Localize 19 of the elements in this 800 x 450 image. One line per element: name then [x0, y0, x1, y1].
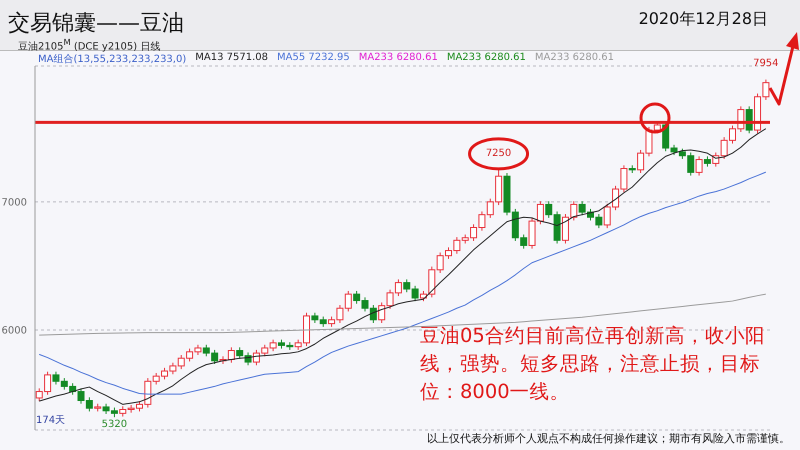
text: MA233 6280.61 [534, 52, 614, 65]
chart-title: 交易锦囊——豆油 [8, 10, 184, 38]
text: MA13 7571.08 [195, 52, 268, 65]
text: 豆油2105$^{M}$ (DCE y2105) 日线 [18, 37, 160, 54]
annotation: 豆油05合约目前高位再创新高，收小阳线，强势。短多思路，注意止损，目标位：8000一线。 [420, 323, 766, 405]
annotation: 5320 [100, 419, 128, 430]
annotation: 174天 [36, 414, 66, 427]
text: MA233 6280.61 [446, 52, 526, 65]
y-tick-label: 6000 [2, 326, 27, 337]
chart-subtitle: 2020年12月28日 [638, 9, 768, 30]
text: MA233 6280.61 [358, 52, 438, 65]
annotation: 7954 [752, 58, 780, 69]
annotation: 7250 [484, 148, 512, 159]
candlestick [94, 403, 102, 412]
text: 以上仅代表分析师个人观点不构成任何操作建议；期市有风险入市需谨慎。 [427, 431, 790, 446]
y-tick-label: 7000 [2, 197, 27, 208]
text: MA55 7232.95 [276, 52, 350, 65]
text: MA组合(13,55,233,233,233,0) [38, 53, 186, 66]
line-series [38, 128, 766, 405]
